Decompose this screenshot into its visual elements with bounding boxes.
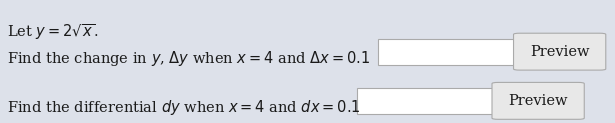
- Text: Preview: Preview: [530, 45, 589, 59]
- FancyBboxPatch shape: [492, 82, 584, 119]
- FancyBboxPatch shape: [514, 33, 606, 70]
- Text: Find the change in $y$, $\Delta y$ when $x = 4$ and $\Delta x = 0.1$: Find the change in $y$, $\Delta y$ when …: [7, 49, 370, 68]
- Text: Preview: Preview: [509, 94, 568, 108]
- FancyBboxPatch shape: [378, 39, 517, 65]
- FancyBboxPatch shape: [357, 88, 495, 114]
- Text: Let $y = 2\sqrt{x}$.: Let $y = 2\sqrt{x}$.: [7, 22, 99, 42]
- Text: Find the differential $dy$ when $x = 4$ and $dx = 0.1$: Find the differential $dy$ when $x = 4$ …: [7, 98, 361, 117]
